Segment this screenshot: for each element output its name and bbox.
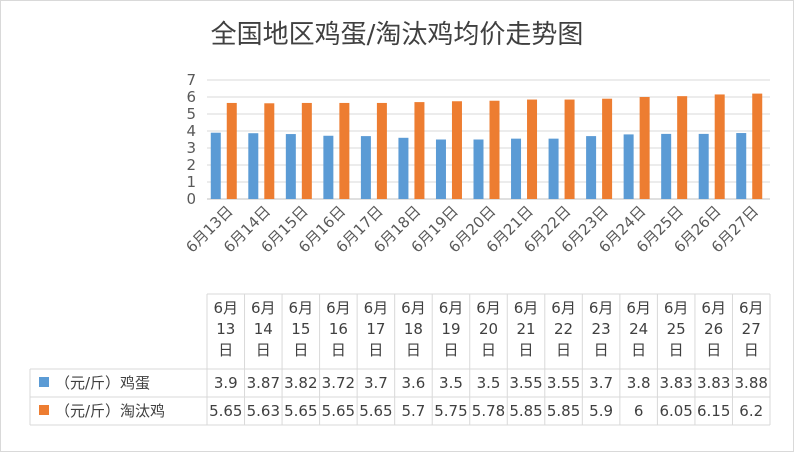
y-tick-label: 5 bbox=[186, 105, 196, 123]
table-value-cell: 5.85 bbox=[547, 402, 580, 420]
table-header-cell: 6月 21 日 bbox=[514, 299, 539, 359]
bar bbox=[473, 139, 484, 199]
table-value-cell: 3.55 bbox=[547, 374, 580, 392]
y-tick-label: 7 bbox=[186, 71, 196, 89]
table-value-cell: 3.5 bbox=[477, 374, 501, 392]
bar bbox=[226, 102, 237, 199]
table-header-cell: 6月 27 日 bbox=[739, 299, 764, 359]
bar bbox=[210, 132, 221, 199]
bar bbox=[248, 133, 259, 199]
bar bbox=[398, 137, 409, 199]
bar bbox=[714, 94, 725, 199]
table-value-cell: 3.83 bbox=[697, 374, 730, 392]
table-header-cell: 6月 25 日 bbox=[664, 299, 689, 359]
bar bbox=[339, 102, 350, 199]
table-value-cell: 3.55 bbox=[509, 374, 542, 392]
bar bbox=[489, 100, 500, 199]
bar bbox=[511, 138, 522, 199]
table-header-cell: 6月 22 日 bbox=[551, 299, 576, 359]
chart-title: 全国地区鸡蛋/淘汰鸡均价走势图 bbox=[210, 20, 584, 50]
bar bbox=[661, 133, 672, 199]
bar bbox=[376, 102, 387, 199]
table-value-cell: 3.5 bbox=[439, 374, 463, 392]
y-tick-label: 2 bbox=[186, 156, 196, 174]
table-value-cell: 5.78 bbox=[472, 402, 505, 420]
bar bbox=[527, 99, 538, 199]
bar bbox=[698, 133, 709, 199]
table-header-cell: 6月 17 日 bbox=[364, 299, 389, 359]
table-value-cell: 5.9 bbox=[589, 402, 613, 420]
bar bbox=[264, 103, 275, 199]
table-value-cell: 5.63 bbox=[247, 402, 280, 420]
table-header-cell: 6月 14 日 bbox=[251, 299, 276, 359]
y-tick-label: 4 bbox=[186, 122, 196, 140]
table-header-cell: 6月 26 日 bbox=[701, 299, 726, 359]
bar bbox=[451, 101, 462, 199]
y-tick-label: 0 bbox=[186, 190, 196, 208]
bar bbox=[736, 133, 747, 199]
bar bbox=[323, 135, 334, 199]
table-header-cell: 6月 23 日 bbox=[589, 299, 614, 359]
table-value-cell: 3.9 bbox=[214, 374, 238, 392]
y-tick-label: 6 bbox=[186, 88, 196, 106]
table-value-cell: 3.7 bbox=[364, 374, 388, 392]
bar bbox=[752, 93, 763, 199]
bar bbox=[602, 98, 613, 199]
table-value-cell: 5.85 bbox=[509, 402, 542, 420]
table-value-cell: 3.8 bbox=[627, 374, 651, 392]
legend-swatch bbox=[39, 405, 49, 415]
table-value-cell: 3.88 bbox=[735, 374, 768, 392]
table-value-cell: 6.2 bbox=[739, 402, 763, 420]
bar bbox=[639, 97, 650, 199]
table-value-cell: 5.7 bbox=[402, 402, 426, 420]
bar bbox=[414, 102, 425, 199]
table-value-cell: 6.05 bbox=[659, 402, 692, 420]
bar bbox=[586, 136, 597, 199]
bar bbox=[285, 134, 296, 199]
y-tick-label: 3 bbox=[186, 139, 196, 157]
legend-label: （元/斤）鸡蛋 bbox=[55, 374, 150, 392]
table-value-cell: 5.65 bbox=[284, 402, 317, 420]
table-header-cell: 6月 24 日 bbox=[626, 299, 651, 359]
table-value-cell: 3.72 bbox=[322, 374, 355, 392]
bar bbox=[677, 96, 688, 199]
table-value-cell: 6.15 bbox=[697, 402, 730, 420]
table-header-cell: 6月 19 日 bbox=[439, 299, 464, 359]
table-value-cell: 3.82 bbox=[284, 374, 317, 392]
bar bbox=[548, 138, 559, 199]
table-header-cell: 6月 13 日 bbox=[213, 299, 238, 359]
table-value-cell: 3.83 bbox=[659, 374, 692, 392]
table-value-cell: 5.65 bbox=[322, 402, 355, 420]
table-header-cell: 6月 20 日 bbox=[476, 299, 501, 359]
table-header-cell: 6月 18 日 bbox=[401, 299, 426, 359]
table-value-cell: 3.87 bbox=[247, 374, 280, 392]
y-tick-label: 1 bbox=[186, 173, 196, 191]
table-value-cell: 5.65 bbox=[209, 402, 242, 420]
table-value-cell: 3.7 bbox=[589, 374, 613, 392]
table-value-cell: 5.65 bbox=[359, 402, 392, 420]
bar bbox=[435, 139, 446, 199]
table-header-cell: 6月 15 日 bbox=[289, 299, 314, 359]
legend-label: （元/斤）淘汰鸡 bbox=[55, 402, 165, 420]
bar bbox=[623, 134, 634, 199]
table-value-cell: 6 bbox=[634, 402, 644, 420]
bar bbox=[360, 136, 371, 199]
bar bbox=[301, 102, 312, 199]
bar bbox=[564, 99, 575, 199]
table-header-cell: 6月 16 日 bbox=[326, 299, 351, 359]
table-value-cell: 3.6 bbox=[402, 374, 426, 392]
table-value-cell: 5.75 bbox=[434, 402, 467, 420]
legend-swatch bbox=[39, 377, 49, 387]
